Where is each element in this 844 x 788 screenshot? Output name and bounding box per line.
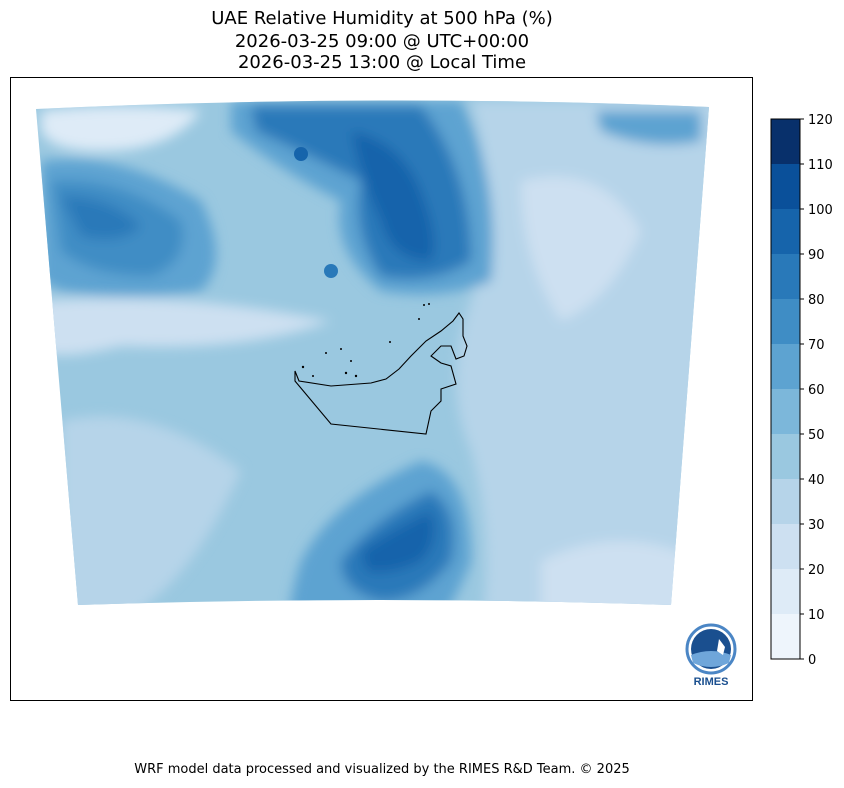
field-20-30-band xyxy=(41,298,331,355)
colorbar-tick-label: 110 xyxy=(808,158,833,173)
field-small-core xyxy=(324,264,338,278)
colorbar-tick-label: 20 xyxy=(808,563,825,578)
map-frame: RIMES xyxy=(10,77,753,701)
colorbar-tick-label: 70 xyxy=(808,338,825,353)
colorbar-segment xyxy=(771,164,800,209)
field-20-30-se xyxy=(541,541,701,605)
colorbar-segment xyxy=(771,299,800,344)
colorbar xyxy=(771,119,800,659)
colorbar-tick-label: 100 xyxy=(808,203,833,218)
colorbar-segment xyxy=(771,389,800,434)
field-20-30-nw xyxy=(41,106,201,151)
rimes-logo: RIMES xyxy=(685,623,737,688)
colorbar-segment xyxy=(771,344,800,389)
field-90-100-north xyxy=(351,131,435,261)
title-line-2: 2026-03-25 09:00 @ UTC+00:00 xyxy=(234,31,530,52)
colorbar-segment xyxy=(771,119,800,164)
uae-border xyxy=(294,312,468,435)
colorbar-segment xyxy=(771,479,800,524)
field-60-70-ne xyxy=(596,111,701,145)
colorbar-tick-label: 10 xyxy=(808,608,825,623)
field-small-core xyxy=(294,147,308,161)
field-30-40-sw xyxy=(61,416,241,605)
colorbar-tick-label: 120 xyxy=(808,113,833,128)
colorbar-segment xyxy=(771,614,800,659)
colorbar-tick-label: 0 xyxy=(808,653,816,668)
colorbar-segment xyxy=(771,254,800,299)
field-80-90-nw xyxy=(61,196,141,240)
humidity-field xyxy=(36,100,709,605)
colorbar-tick-label: 40 xyxy=(808,473,825,488)
colorbar-outline xyxy=(770,118,801,660)
title-line-1: UAE Relative Humidity at 500 hPa (%) xyxy=(211,8,553,29)
colorbar-segment xyxy=(771,434,800,479)
colorbar-segment xyxy=(771,209,800,254)
colorbar-segment xyxy=(771,569,800,614)
humidity-map xyxy=(36,100,709,605)
colorbar-tick-label: 80 xyxy=(808,293,825,308)
footer-credit: WRF model data processed and visualized … xyxy=(134,762,630,777)
field-20-30-east xyxy=(521,176,641,321)
logo-text: RIMES xyxy=(694,676,729,688)
field-30-40-east xyxy=(456,101,709,605)
islands xyxy=(301,303,430,378)
colorbar-tick-label: 30 xyxy=(808,518,825,533)
colorbar-tick-label: 90 xyxy=(808,248,825,263)
field-90-100-south xyxy=(361,511,435,573)
title-line-3: 2026-03-25 13:00 @ Local Time xyxy=(237,52,527,73)
colorbar-tick-label: 60 xyxy=(808,383,825,398)
colorbar-segment xyxy=(771,524,800,569)
colorbar-tick-label: 50 xyxy=(808,428,825,443)
